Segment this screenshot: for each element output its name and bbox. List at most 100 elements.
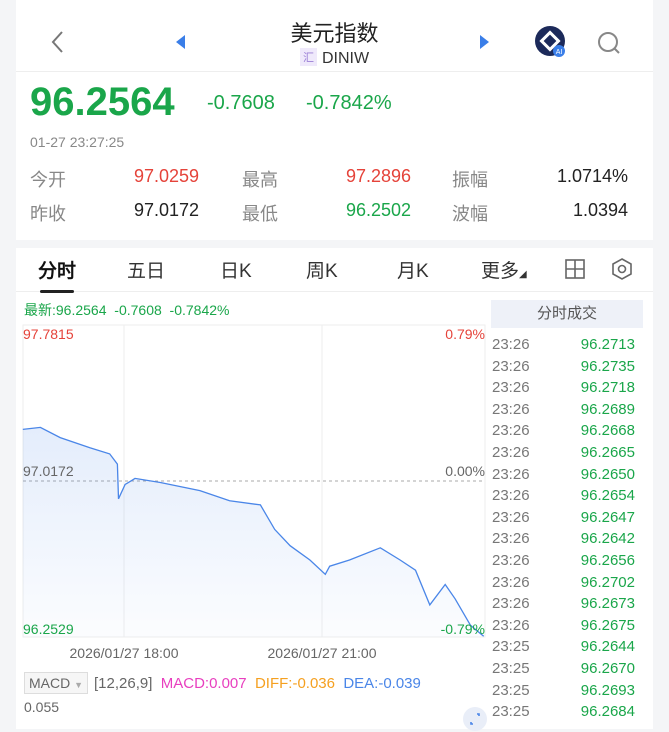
y-mid-label: 97.0172 (23, 463, 74, 479)
expand-icon[interactable] (462, 706, 488, 732)
trade-row: 23:26 96.2713 (491, 334, 643, 356)
stat-value: 97.0259 (134, 166, 199, 187)
triangle-right-icon[interactable] (479, 34, 491, 50)
tab-intraday[interactable]: 分时 (38, 256, 76, 283)
stat-value: 1.0714% (557, 166, 628, 187)
trade-row: 23:26 96.2656 (491, 550, 643, 572)
trade-row: 23:25 96.2670 (491, 658, 643, 680)
trade-row: 23:26 96.2675 (491, 615, 643, 637)
y-max-label: 97.7815 (23, 326, 74, 342)
trade-time: 23:26 (492, 466, 530, 483)
trade-time: 23:26 (492, 422, 530, 439)
grid-icon[interactable] (565, 259, 585, 279)
stat-label: 振幅 (452, 166, 488, 192)
tab-daily-k[interactable]: 日K (220, 256, 252, 283)
trade-price: 96.2665 (581, 444, 635, 461)
stat-label: 昨收 (30, 200, 66, 226)
trade-time: 23:26 (492, 487, 530, 504)
trade-time: 23:26 (492, 595, 530, 612)
tab-more[interactable]: 更多◢ (481, 256, 527, 283)
trade-price: 96.2675 (581, 617, 635, 634)
trade-price: 96.2642 (581, 530, 635, 547)
trade-time: 23:25 (492, 660, 530, 677)
stat-label: 最低 (242, 200, 278, 226)
current-price: 96.2564 (30, 80, 175, 125)
stat-value: 1.0394 (573, 200, 628, 221)
trade-price: 96.2693 (581, 682, 635, 699)
x-tick-label: 2026/01/27 18:00 (70, 645, 179, 661)
trade-row: 23:26 96.2668 (491, 420, 643, 442)
trade-time: 23:26 (492, 336, 530, 353)
trade-price: 96.2718 (581, 379, 635, 396)
pct-min-label: -0.79% (441, 621, 485, 637)
trade-price: 96.2673 (581, 595, 635, 612)
trade-price: 96.2713 (581, 336, 635, 353)
price-change: -0.7608 (207, 92, 275, 115)
ai-assistant-icon[interactable]: AI (534, 25, 568, 59)
y-min-label: 96.2529 (23, 621, 74, 637)
trade-price: 96.2647 (581, 509, 635, 526)
trade-row: 23:26 96.2735 (491, 356, 643, 378)
tab-weekly-k[interactable]: 周K (306, 256, 338, 283)
pct-max-label: 0.79% (445, 326, 485, 342)
trade-time: 23:26 (492, 509, 530, 526)
x-tick-label: 2026/01/27 21:00 (268, 645, 377, 661)
trade-row: 23:26 96.2718 (491, 377, 643, 399)
trade-price: 96.2689 (581, 401, 635, 418)
trade-price: 96.2644 (581, 638, 635, 655)
stat-label: 最高 (242, 166, 278, 192)
tab-5day[interactable]: 五日 (127, 256, 165, 283)
trade-price: 96.2668 (581, 422, 635, 439)
trade-price: 96.2735 (581, 358, 635, 375)
price-change-pct: -0.7842% (306, 92, 392, 115)
trade-price: 96.2656 (581, 552, 635, 569)
trade-time: 23:25 (492, 703, 530, 720)
trade-row: 23:26 96.2647 (491, 507, 643, 529)
chart-latest-info: 最新:96.2564 -0.7608 -0.7842% (24, 300, 229, 320)
tab-more-label: 更多 (481, 261, 519, 282)
trade-time: 23:26 (492, 530, 530, 547)
code-text: DINIW (322, 50, 369, 67)
stat-value: 96.2502 (346, 200, 411, 221)
trades-list[interactable]: 分时成交 23:26 96.2713 23:26 96.2735 23:26 96.271… (491, 300, 643, 723)
pct-mid-label: 0.00% (445, 463, 485, 479)
trade-time: 23:25 (492, 638, 530, 655)
svg-text:AI: AI (556, 49, 563, 56)
trade-row: 23:25 96.2693 (491, 680, 643, 702)
trade-price: 96.2650 (581, 466, 635, 483)
trade-row: 23:26 96.2654 (491, 485, 643, 507)
settings-hexagon-icon[interactable] (610, 257, 634, 281)
stat-label: 波幅 (452, 200, 488, 226)
trade-price: 96.2670 (581, 660, 635, 677)
trade-time: 23:26 (492, 617, 530, 634)
quote-time: 01-27 23:27:25 (30, 134, 124, 150)
trade-time: 23:26 (492, 379, 530, 396)
trade-time: 23:25 (492, 682, 530, 699)
forex-badge: 汇 (300, 48, 317, 66)
trades-title: 分时成交 (491, 300, 643, 328)
trade-row: 23:26 96.2642 (491, 528, 643, 550)
chart-tabs: 分时 五日 日K 周K 月K 更多◢ (16, 250, 653, 292)
trade-row: 23:26 96.2702 (491, 572, 643, 594)
trade-time: 23:26 (492, 552, 530, 569)
trade-row: 23:26 96.2689 (491, 399, 643, 421)
trade-price: 96.2654 (581, 487, 635, 504)
indicator-selector[interactable]: MACD ▼ (24, 672, 88, 694)
stat-value: 97.0172 (134, 200, 199, 221)
search-icon[interactable] (596, 30, 622, 56)
tab-monthly-k[interactable]: 月K (397, 256, 429, 283)
trade-row: 23:25 96.2644 (491, 636, 643, 658)
macd-y-top: 0.055 (24, 699, 59, 715)
trade-row: 23:26 96.2650 (491, 464, 643, 486)
trade-time: 23:26 (492, 401, 530, 418)
trade-time: 23:26 (492, 574, 530, 591)
trade-price: 96.2684 (581, 703, 635, 720)
trade-row: 23:26 96.2673 (491, 593, 643, 615)
intraday-chart[interactable]: 97.7815 0.79% 97.0172 0.00% 96.2529 -0.79% 202… (16, 318, 491, 668)
stat-label: 今开 (30, 166, 66, 192)
trade-time: 23:26 (492, 358, 530, 375)
trade-price: 96.2702 (581, 574, 635, 591)
